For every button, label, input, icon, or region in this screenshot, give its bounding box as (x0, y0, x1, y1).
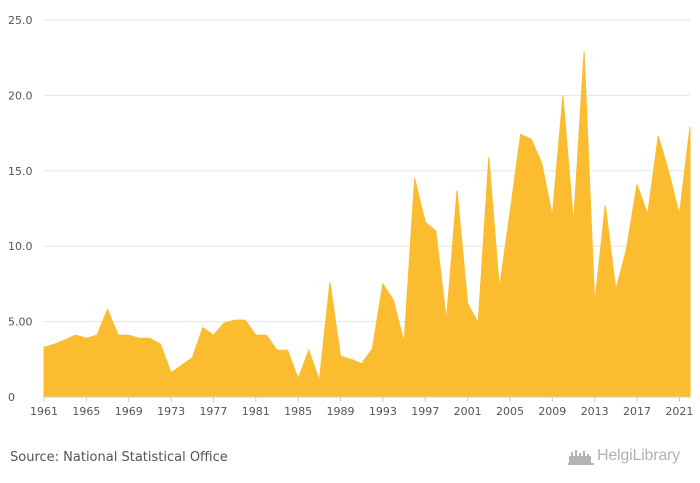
x-tick-label: 1965 (72, 405, 100, 418)
x-axis: 1961 1965 1969 1973 1977 1981 1985 1989 1993 1997… (30, 396, 693, 418)
x-tick-label: 1989 (327, 405, 355, 418)
y-tick-label: 15.0 (8, 165, 33, 178)
y-tick-label: 10.0 (8, 240, 33, 253)
x-tick-label: 2001 (454, 405, 482, 418)
source-note: Source: National Statistical Office (10, 450, 228, 465)
area-chart: 1961 1965 1969 1973 1977 1981 1985 1989 1993 1997… (8, 14, 693, 418)
x-tick-label: 1993 (369, 405, 397, 418)
logo-text: HelgiLibrary (597, 447, 680, 464)
helgi-library-logo: HelgiLibrary (568, 447, 680, 465)
helgi-library-skyline-icon (568, 450, 594, 465)
x-tick-label: 1961 (30, 405, 58, 418)
x-tick-label: 2013 (581, 405, 609, 418)
x-tick-label: 1981 (242, 405, 270, 418)
y-tick-label: 0 (8, 391, 15, 404)
x-tick-label: 1977 (199, 405, 227, 418)
area-fill (43, 51, 691, 398)
y-tick-label: 5.00 (8, 316, 33, 329)
x-tick-label: 2017 (623, 405, 651, 418)
x-tick-label: 1973 (157, 405, 185, 418)
x-tick-label: 1997 (411, 405, 439, 418)
x-tick-label: 2021 (665, 405, 693, 418)
y-tick-label: 25.0 (8, 14, 33, 27)
area-series (43, 51, 691, 398)
x-tick-label: 1969 (115, 405, 143, 418)
x-tick-label: 2005 (496, 405, 524, 418)
x-tick-label: 2009 (538, 405, 566, 418)
y-axis: 0 5.00 10.0 15.0 20.0 25.0 (8, 14, 33, 404)
y-tick-label: 20.0 (8, 89, 33, 102)
x-tick-label: 1985 (284, 405, 312, 418)
